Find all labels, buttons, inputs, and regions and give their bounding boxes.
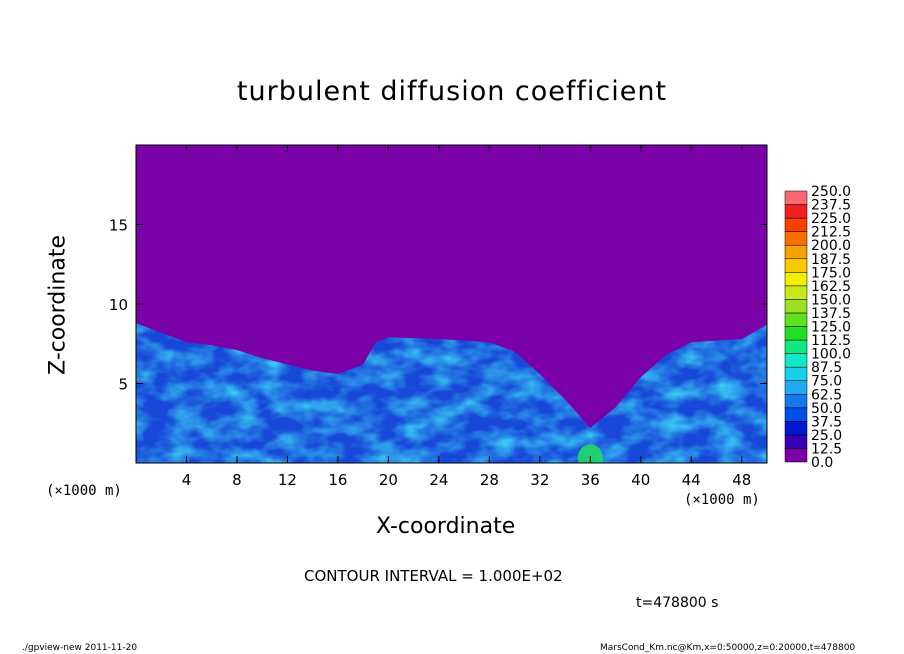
chart-title: turbulent diffusion coefficient <box>236 76 668 107</box>
x-tick-label: 16 <box>328 471 347 489</box>
x-tick-label: 12 <box>278 471 297 489</box>
turbulent-eddies <box>136 323 767 463</box>
x-tick-label: 20 <box>379 471 398 489</box>
colorbar-swatch <box>784 434 808 449</box>
y-axis-label: Z-coordinate <box>45 235 71 375</box>
colorbar-label: 175.0 <box>811 265 851 281</box>
x-axis-label: X-coordinate <box>376 514 516 539</box>
x-tick-label: 40 <box>631 471 650 489</box>
colorbar-label: 187.5 <box>811 252 851 268</box>
colorbar-label: 62.5 <box>811 387 842 403</box>
contour-interval-text: CONTOUR INTERVAL = 1.000E+02 <box>304 567 563 585</box>
colorbar-label: 75.0 <box>811 374 842 390</box>
colorbar-swatch <box>784 339 808 354</box>
colorbar-swatch <box>784 421 808 436</box>
colorbar-swatch <box>784 394 808 409</box>
colorbar-label: 12.5 <box>811 441 842 457</box>
colorbar-label: 0.0 <box>811 455 833 471</box>
colorbar-label: 237.5 <box>811 198 851 214</box>
x-tick-label: 4 <box>182 471 192 489</box>
colorbar-swatch <box>784 204 808 219</box>
colorbar-label: 87.5 <box>811 360 842 376</box>
footer-right: MarsCond_Km.nc@Km,x=0:50000,z=0:20000,t=… <box>600 643 856 653</box>
heatmap-field <box>136 145 767 463</box>
colorbar-swatch <box>784 326 808 341</box>
max-region <box>577 444 603 463</box>
x-tick-label: 28 <box>480 471 499 489</box>
colorbar-swatch <box>784 190 808 205</box>
colorbar-swatch <box>784 299 808 314</box>
x-tick-label: 8 <box>232 471 242 489</box>
x-tick-label: 48 <box>732 471 751 489</box>
colorbar-swatch <box>784 244 808 259</box>
colorbar-label: 225.0 <box>811 211 851 227</box>
colorbar-label: 25.0 <box>811 428 842 444</box>
colorbar-label: 50.0 <box>811 401 842 417</box>
colorbar-swatch <box>784 312 808 327</box>
colorbar-label: 137.5 <box>811 306 851 322</box>
colorbar-swatch <box>784 258 808 273</box>
colorbar-swatch <box>784 380 808 395</box>
colorbar-label: 200.0 <box>811 238 851 254</box>
x-unit-label-left: (×1000 m) <box>46 483 122 499</box>
colorbar-swatch <box>784 231 808 246</box>
colorbar-swatch <box>784 407 808 422</box>
footer-left: ./gpview-new 2011-11-20 <box>22 643 138 653</box>
colorbar-swatch <box>784 366 808 381</box>
y-tick-label: 15 <box>109 217 128 235</box>
colorbar: 0.012.525.037.550.062.575.087.5100.0112.… <box>784 184 851 471</box>
colorbar-label: 150.0 <box>811 292 851 308</box>
colorbar-label: 125.0 <box>811 320 851 336</box>
colorbar-label: 100.0 <box>811 347 851 363</box>
time-label: t=478800 s <box>636 595 719 611</box>
colorbar-swatch <box>784 353 808 368</box>
colorbar-label: 162.5 <box>811 279 851 295</box>
y-tick-label: 5 <box>118 376 128 394</box>
y-axis: 5 10 15 <box>109 217 767 394</box>
x-tick-label: 36 <box>581 471 600 489</box>
x-tick-label: 32 <box>530 471 549 489</box>
x-tick-label: 24 <box>429 471 448 489</box>
colorbar-swatch <box>784 448 808 463</box>
y-tick-label: 10 <box>109 296 128 314</box>
colorbar-swatch <box>784 272 808 287</box>
colorbar-swatch <box>784 217 808 232</box>
x-unit-label-right: (×1000 m) <box>684 492 760 508</box>
colorbar-label: 37.5 <box>811 414 842 430</box>
x-axis: 4 8 12 16 20 24 28 32 36 40 44 48 <box>182 145 751 489</box>
colorbar-label: 112.5 <box>811 333 851 349</box>
colorbar-label: 212.5 <box>811 225 851 241</box>
colorbar-label: 250.0 <box>811 184 851 200</box>
x-tick-label: 44 <box>682 471 701 489</box>
colorbar-swatch <box>784 285 808 300</box>
